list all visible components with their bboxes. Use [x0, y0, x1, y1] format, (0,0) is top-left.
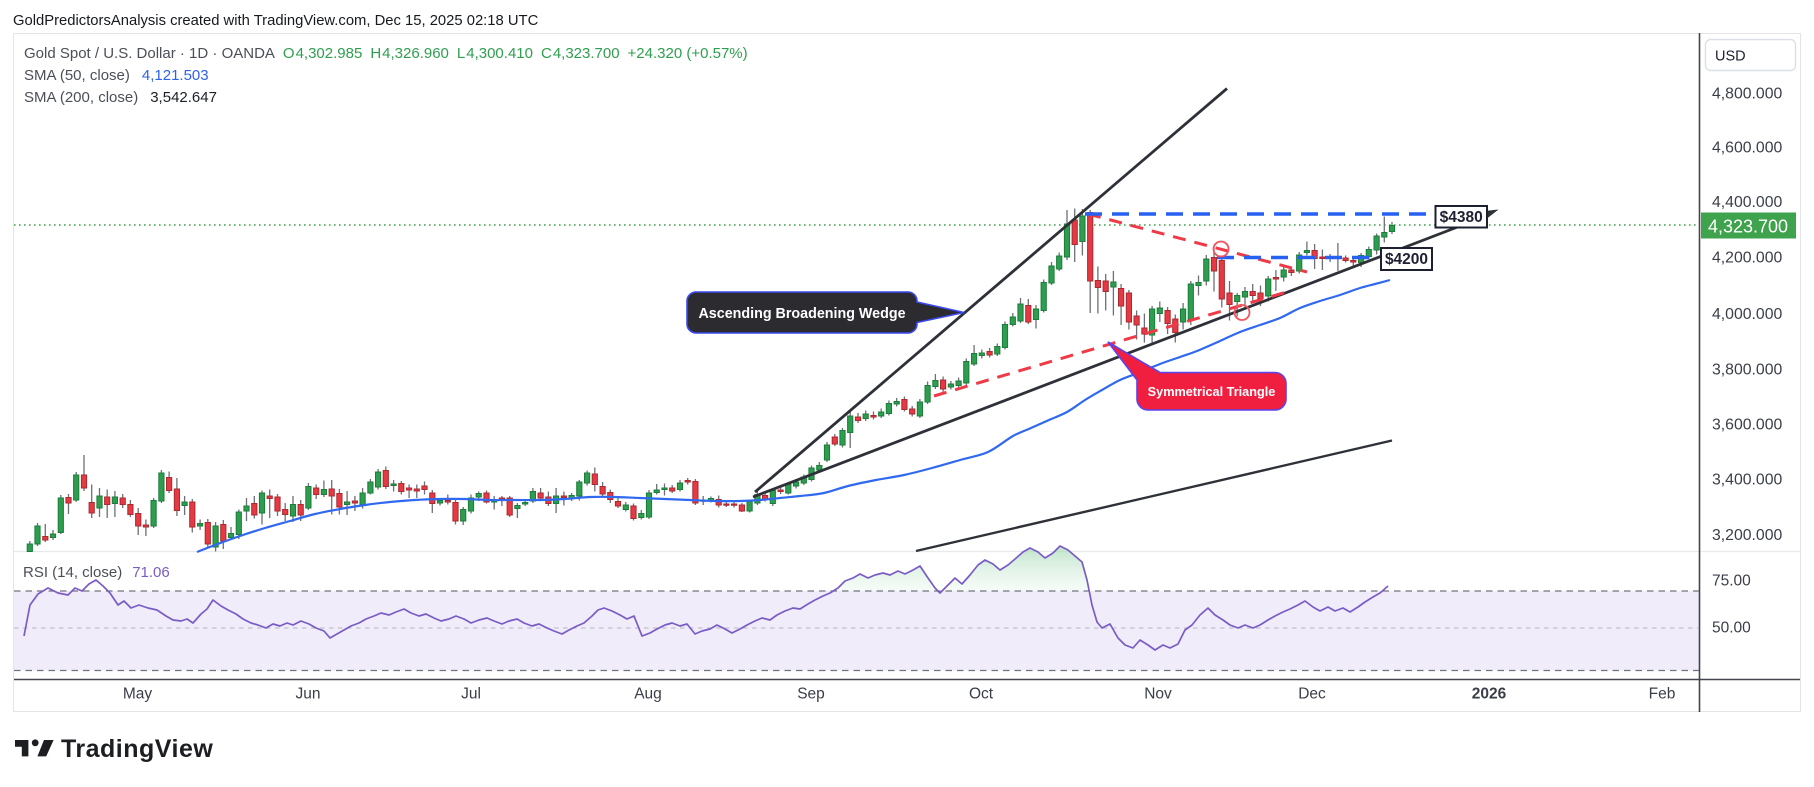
svg-text:4,600.000: 4,600.000	[1712, 140, 1782, 157]
svg-text:4,800.000: 4,800.000	[1712, 86, 1782, 103]
svg-text:Aug: Aug	[634, 686, 662, 703]
svg-text:3,200.000: 3,200.000	[1712, 527, 1782, 544]
svg-text:Gold Spot / U.S. Dollar · 1D ·: Gold Spot / U.S. Dollar · 1D · OANDA O4,3…	[24, 45, 748, 62]
svg-text:SMA (50, close)4,121.503: SMA (50, close) 4,121.503	[24, 67, 209, 84]
svg-text:4,200.000: 4,200.000	[1712, 250, 1782, 267]
svg-text:TradingView: TradingView	[61, 735, 213, 763]
svg-text:May: May	[123, 686, 153, 703]
svg-text:Dec: Dec	[1298, 686, 1326, 703]
svg-text:USD: USD	[1715, 49, 1746, 65]
svg-text:$4380: $4380	[1440, 209, 1483, 226]
svg-text:SMA (200, close)3,542.647: SMA (200, close) 3,542.647	[24, 89, 217, 106]
svg-text:4,323.700: 4,323.700	[1708, 216, 1788, 236]
svg-text:Jun: Jun	[296, 686, 321, 703]
svg-text:Symmetrical Triangle: Symmetrical Triangle	[1148, 385, 1276, 399]
svg-text:GoldPredictorsAnalysis created: GoldPredictorsAnalysis created with Trad…	[13, 13, 539, 29]
svg-text:RSI (14, close)71.06: RSI (14, close) 71.06	[23, 564, 170, 581]
svg-text:75.00: 75.00	[1712, 573, 1751, 590]
svg-text:3,400.000: 3,400.000	[1712, 472, 1782, 489]
svg-text:Feb: Feb	[1649, 686, 1676, 703]
svg-text:2026: 2026	[1472, 686, 1507, 703]
svg-text:4,400.000: 4,400.000	[1712, 194, 1782, 211]
svg-text:3,800.000: 3,800.000	[1712, 362, 1782, 379]
svg-text:4,000.000: 4,000.000	[1712, 306, 1782, 323]
svg-text:50.00: 50.00	[1712, 620, 1751, 637]
svg-text:Ascending Broadening Wedge: Ascending Broadening Wedge	[698, 306, 905, 322]
svg-text:Sep: Sep	[797, 686, 825, 703]
svg-text:Jul: Jul	[461, 686, 481, 703]
svg-text:$4200: $4200	[1385, 251, 1428, 268]
svg-text:Oct: Oct	[969, 686, 994, 703]
svg-text:3,600.000: 3,600.000	[1712, 417, 1782, 434]
svg-text:Nov: Nov	[1144, 686, 1172, 703]
